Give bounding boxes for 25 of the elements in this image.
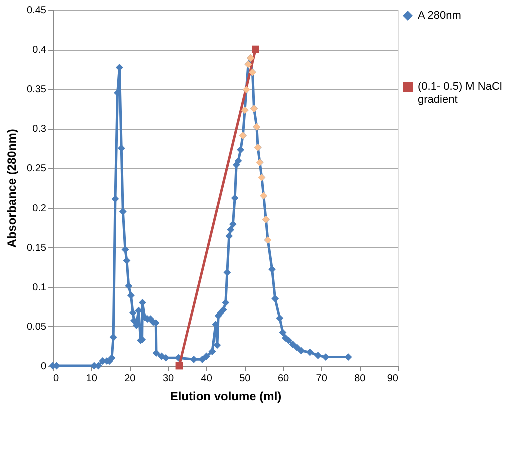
y-tick-label: 0.2 [32,203,47,214]
y-tick-label: 0.25 [27,164,47,175]
legend-label: A 280nm [418,10,462,22]
y-tick-label: 0.45 [27,6,47,16]
point [252,46,260,54]
x-tick-label: 70 [316,374,328,384]
x-tick-label: 80 [354,374,366,384]
y-tick-label: 0.3 [32,124,47,136]
y-axis-title: Absorbance (280nm) [5,129,20,248]
x-tick-label: 10 [86,374,98,384]
y-tick-label: 0.1 [32,282,47,294]
y-tick-label: 0.05 [27,322,47,333]
x-tick-label: 30 [162,374,174,384]
x-axis-title: Elution volume (ml) [170,390,282,404]
legend-label: (0.1- 0.5) M NaCl gradient [418,81,502,106]
y-tick-label: 0 [40,362,47,372]
x-tick-label: 0 [54,374,60,384]
x-tick-label: 60 [278,374,290,384]
y-tick-label: 0.4 [32,45,47,56]
y-tick-label: 0.15 [27,242,47,254]
x-tick-label: 20 [124,374,136,384]
x-tick-label: 50 [240,374,252,384]
y-tick-label: 0.35 [27,84,47,96]
x-tick-label: 90 [387,374,399,384]
x-tick-label: 40 [201,374,213,384]
